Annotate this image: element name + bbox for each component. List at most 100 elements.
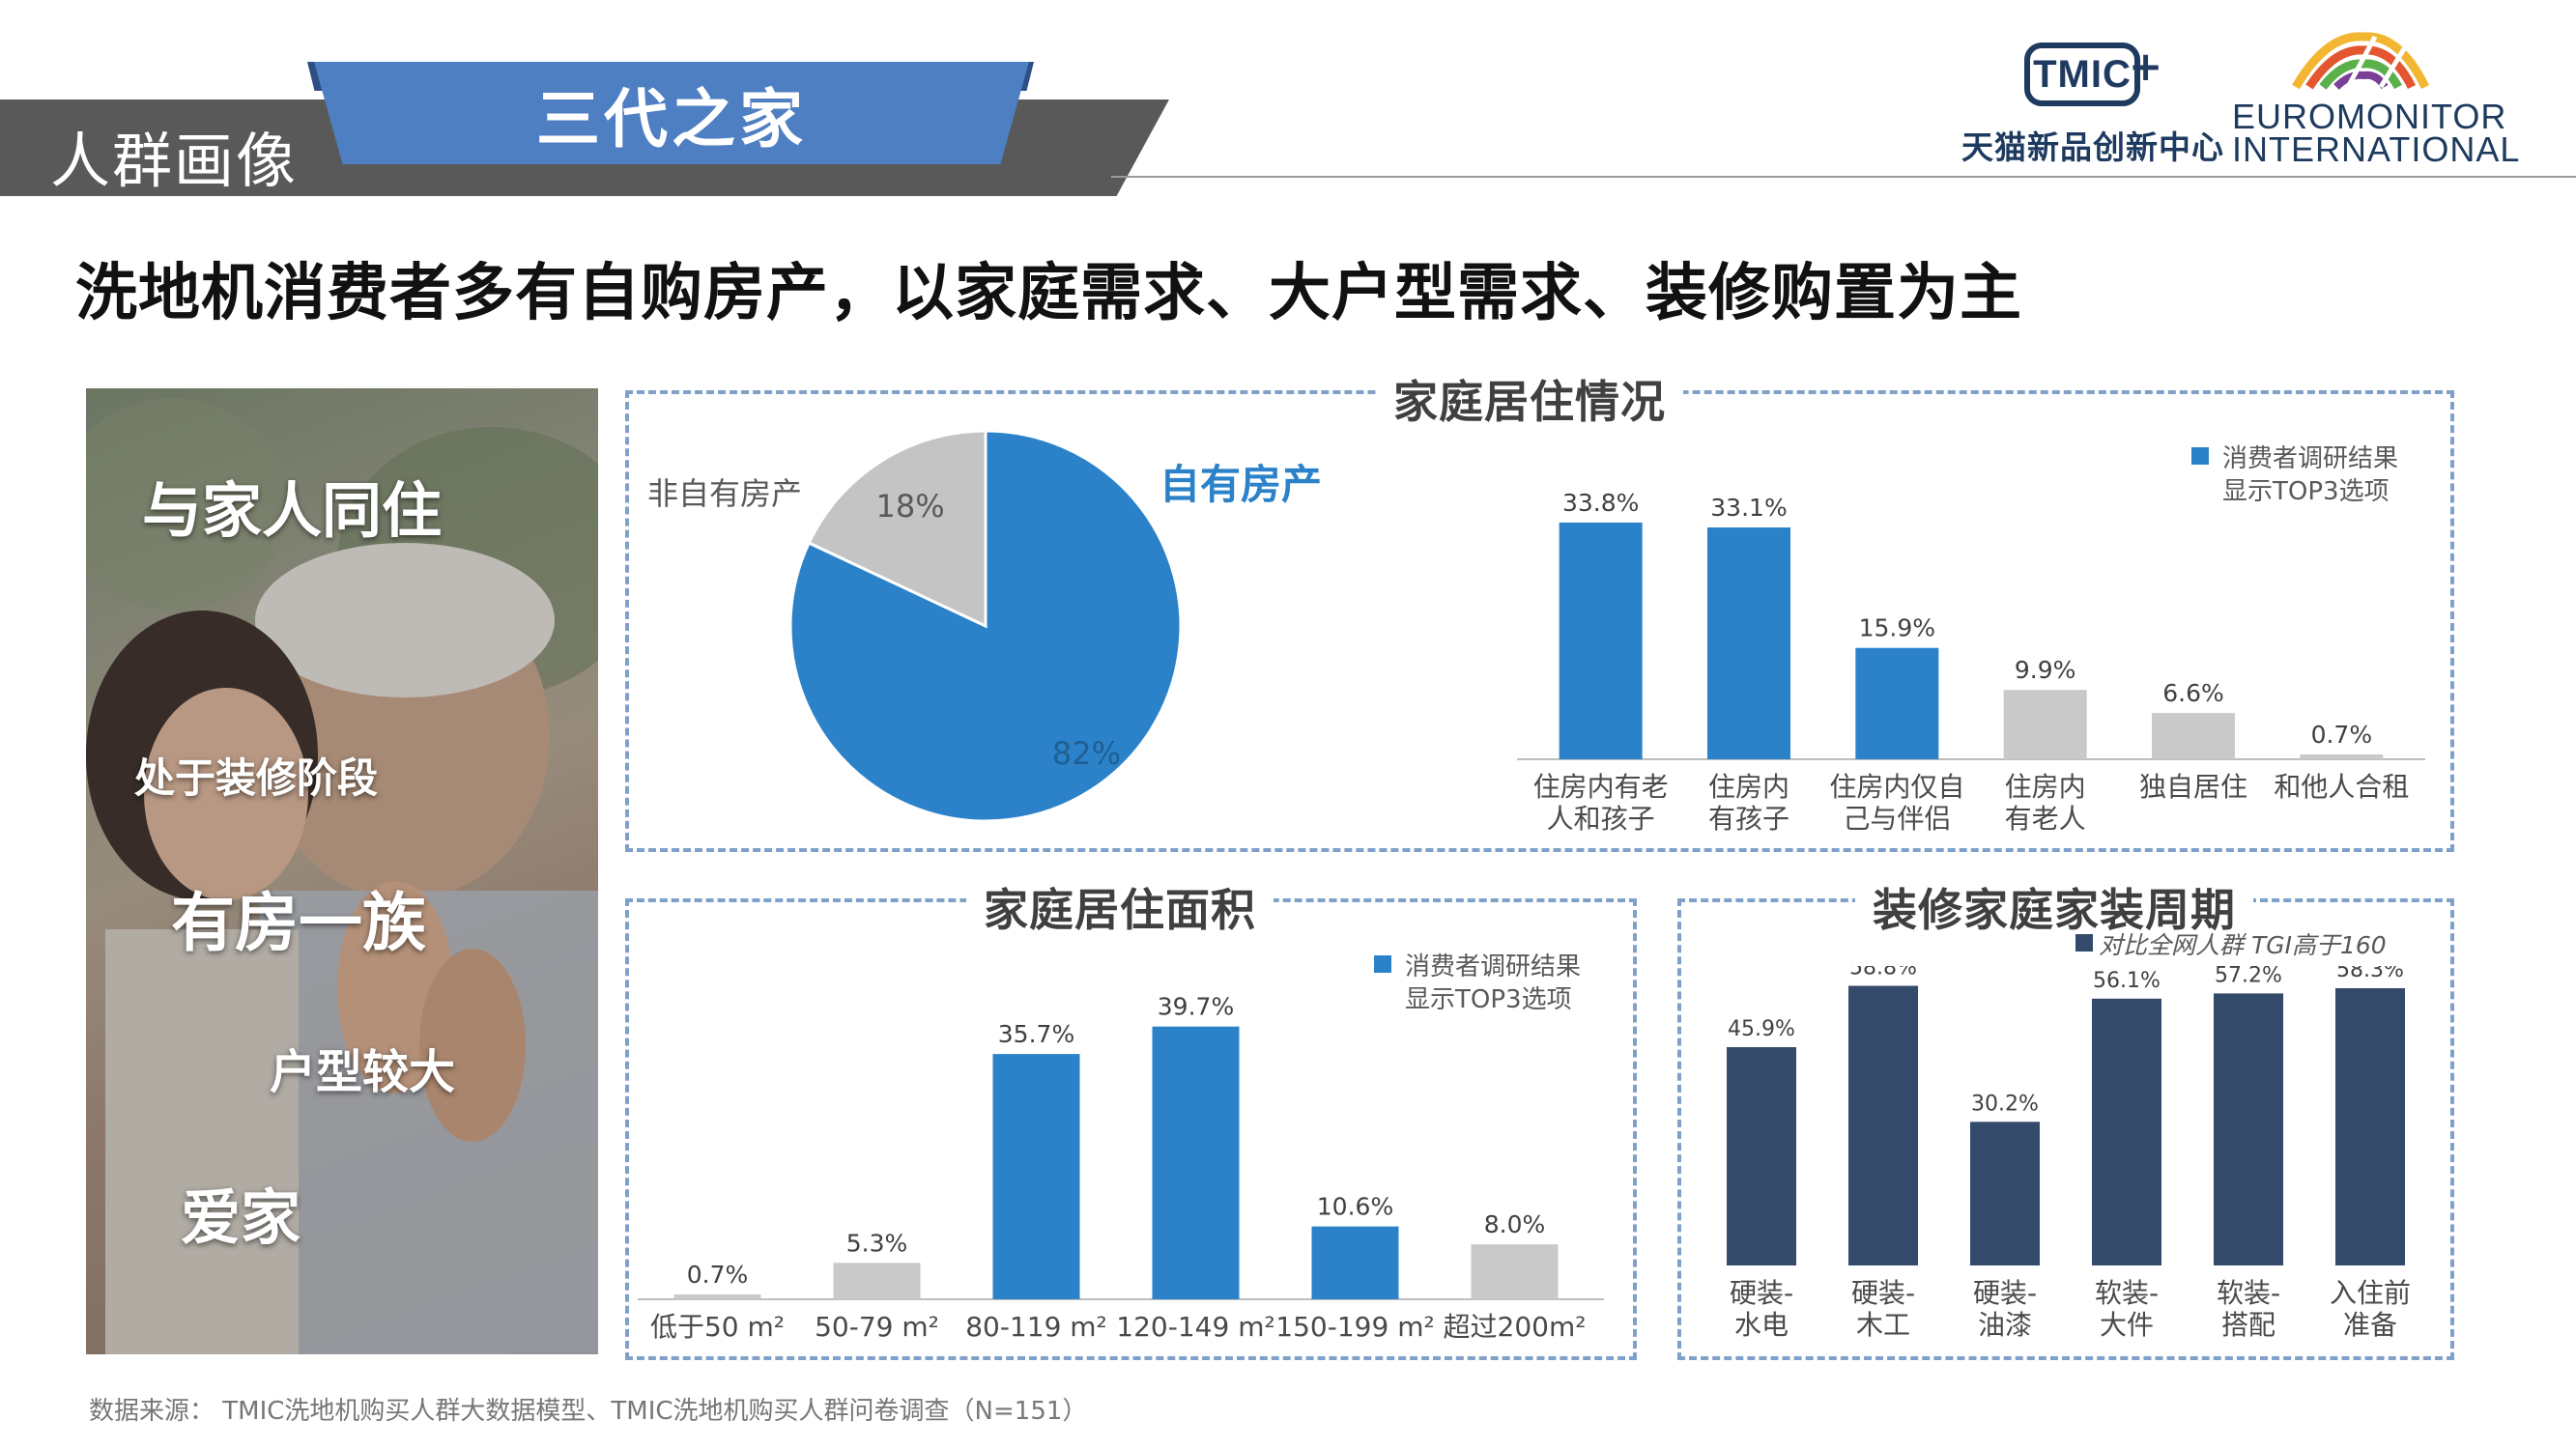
bar xyxy=(673,1294,761,1299)
bar xyxy=(1471,1244,1559,1299)
bar-category-label: 50-79 m² xyxy=(815,1311,939,1343)
bar xyxy=(992,1054,1080,1299)
bar xyxy=(1707,527,1790,759)
panel-renovation-title: 装修家庭家装周期 xyxy=(1855,875,2253,939)
bar-value-label: 33.8% xyxy=(1562,489,1639,517)
bar-value-label: 58.3% xyxy=(2336,966,2404,982)
bar-category-label: 准备 xyxy=(2343,1309,2397,1341)
legend-tgi-text: 对比全网人群 TGI高于160 xyxy=(2099,931,2387,959)
bar xyxy=(1152,1026,1240,1299)
bar xyxy=(1559,522,1643,759)
bar-chart-living-area: 0.7% 低于50 m² 5.3% 50-79 m² 35.7% 80-119 m² 39.… xyxy=(638,993,1604,1343)
pie-category-label-not-owned: 非自有房产 xyxy=(647,475,802,512)
bar-value-label: 35.7% xyxy=(998,1020,1074,1048)
bar-value-label: 5.3% xyxy=(846,1229,908,1257)
bar-category-label: 硬装- xyxy=(1851,1277,1915,1309)
bar xyxy=(1311,1226,1399,1299)
legend-text-2: 显示TOP3选项 xyxy=(2222,477,2390,506)
header-rule xyxy=(1111,176,2576,178)
bar-value-label: 9.9% xyxy=(2015,656,2076,684)
bar-category-label: 油漆 xyxy=(1978,1309,2032,1341)
bar xyxy=(1848,985,1918,1265)
euromonitor-name: EUROMONITOR xyxy=(2232,97,2507,136)
bar-category-label: 水电 xyxy=(1734,1309,1789,1341)
tmic-logo-text: TMIC xyxy=(2033,52,2132,96)
pie-slice-value-label: 82% xyxy=(1052,735,1121,772)
bar-category-label: 80-119 m² xyxy=(965,1311,1107,1343)
bar xyxy=(2214,993,2283,1265)
legend-top3-living: 消费者调研结果 显示TOP3选项 xyxy=(2191,442,2398,508)
bar-value-label: 8.0% xyxy=(1484,1210,1546,1238)
bar-category-label: 120-149 m² xyxy=(1116,1311,1274,1343)
bar xyxy=(2092,998,2161,1265)
legend-swatch xyxy=(2191,447,2209,465)
keyword-live-with-family: 与家人同住 xyxy=(142,475,443,546)
legend-swatch-2 xyxy=(1374,955,1391,973)
bar-category-label: 住房内有老 xyxy=(1533,771,1669,803)
tmic-logo: TMIC xyxy=(2024,43,2140,106)
bar-category-label: 有老人 xyxy=(2005,803,2086,835)
bar-value-label: 57.2% xyxy=(2215,966,2282,987)
legend-tgi: 对比全网人群 TGI高于160 xyxy=(2075,929,2387,962)
bar-category-label: 软装- xyxy=(2217,1277,2280,1309)
legend-text-3: 消费者调研结果 xyxy=(1405,952,1582,981)
bar-category-label: 软装- xyxy=(2095,1277,2159,1309)
bar-value-label: 0.7% xyxy=(687,1261,749,1289)
tmic-plus-icon: + xyxy=(2129,43,2163,90)
pie-category-label-owned: 自有房产 xyxy=(1159,461,1322,508)
bar-category-label: 大件 xyxy=(2100,1309,2154,1341)
bar-category-label: 入住前 xyxy=(2330,1277,2411,1309)
bar-category-label: 150-199 m² xyxy=(1275,1311,1434,1343)
keyword-renovating: 处于装修阶段 xyxy=(134,754,379,802)
pie-chart-home-ownership: 82% 18% 自有房产 非自有房产 xyxy=(647,429,1322,823)
bar-category-label: 硬装- xyxy=(1973,1277,2037,1309)
topic-band xyxy=(314,62,1029,164)
bar-chart-renovation-cycle: 45.9%硬装-水电58.8%硬装-木工30.2%硬装-油漆56.1%软装-大件… xyxy=(1727,966,2411,1341)
bar-category-label: 住房内 xyxy=(1708,771,1789,803)
data-source-note: 数据来源： TMIC洗地机购买人群大数据模型、TMIC洗地机购买人群问卷调查（N… xyxy=(89,1397,1088,1426)
tmic-subtitle: 天猫新品创新中心 xyxy=(1961,128,2224,166)
bar xyxy=(2003,690,2087,759)
legend-text: 消费者调研结果 xyxy=(2222,444,2399,473)
legend-text-4: 显示TOP3选项 xyxy=(1405,985,1572,1014)
family-photo: 与家人同住 处于装修阶段 有房一族 户型较大 爱家 xyxy=(86,388,598,1354)
page-title: 洗地机消费者多有自购房产，以家庭需求、大户型需求、装修购置为主 xyxy=(75,258,2022,329)
photo-shade xyxy=(86,388,598,1354)
legend-swatch-tgi xyxy=(2075,934,2093,952)
bar-value-label: 0.7% xyxy=(2311,721,2373,749)
bar-value-label: 33.1% xyxy=(1710,494,1787,522)
keyword-love-home: 爱家 xyxy=(181,1182,301,1253)
legend-top3-area: 消费者调研结果 显示TOP3选项 xyxy=(1374,951,1581,1016)
bar-category-label: 独自居住 xyxy=(2139,771,2247,803)
bar-value-label: 15.9% xyxy=(1859,614,1935,642)
bar-category-label: 木工 xyxy=(1856,1309,1910,1341)
bar-category-label: 和他人合租 xyxy=(2274,771,2409,803)
section-label: 人群画像 xyxy=(50,126,299,196)
pie-slice-value-label: 18% xyxy=(876,488,945,525)
bar xyxy=(2152,713,2235,759)
keyword-homeowner: 有房一族 xyxy=(171,886,426,960)
bar-value-label: 10.6% xyxy=(1317,1193,1393,1221)
bar-category-label: 住房内仅自 xyxy=(1829,771,1964,803)
bar-value-label: 6.6% xyxy=(2162,679,2224,707)
bar-value-label: 39.7% xyxy=(1158,993,1234,1021)
bar xyxy=(1970,1122,2040,1265)
bar-category-label: 人和孩子 xyxy=(1547,803,1655,835)
bar-category-label: 低于50 m² xyxy=(650,1311,785,1343)
bar-value-label: 30.2% xyxy=(1971,1092,2039,1116)
family-photo-illustration xyxy=(86,398,598,1354)
bar-category-label: 搭配 xyxy=(2221,1309,2275,1341)
bar xyxy=(1855,647,1939,759)
keyword-large-house: 户型较大 xyxy=(270,1045,456,1099)
bar xyxy=(2300,753,2384,759)
euromonitor-logo-icon xyxy=(2288,32,2433,95)
bar-category-label: 有孩子 xyxy=(1708,803,1789,835)
pie-slice-not-owned xyxy=(807,429,987,629)
euromonitor-name-2: INTERNATIONAL xyxy=(2232,129,2521,169)
bar xyxy=(1727,1047,1796,1265)
bar-category-label: 硬装- xyxy=(1730,1277,1793,1309)
bar-value-label: 45.9% xyxy=(1728,1017,1795,1041)
bar-value-label: 56.1% xyxy=(2093,969,2161,993)
bar-category-label: 己与伴侣 xyxy=(1843,803,1951,835)
